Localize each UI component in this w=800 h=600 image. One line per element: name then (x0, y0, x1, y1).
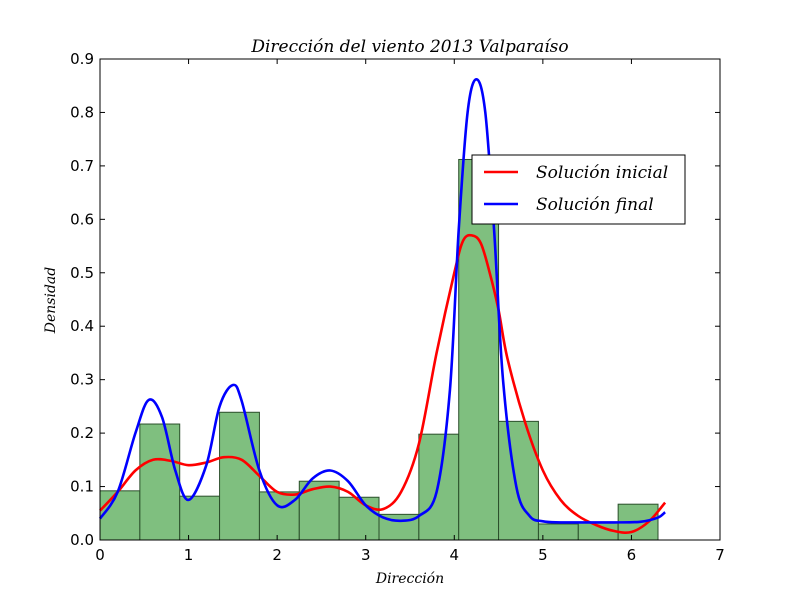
y-tick-label-7: 0.7 (70, 157, 94, 175)
y-tick-label-5: 0.5 (70, 264, 94, 282)
histogram-bar-3 (219, 411, 260, 541)
histogram-bar-10 (498, 420, 539, 541)
histogram-bars (99, 158, 659, 541)
chart-title: Dirección del viento 2013 Valparaíso (250, 37, 568, 57)
histogram-bar-1 (139, 423, 181, 541)
y-tick-label-9: 0.9 (70, 50, 94, 68)
plot-area: 0 1 2 3 4 5 6 7 0.0 0.1 0.2 0.3 0.4 0.5 0.6 0.7 0.8 0.9 (70, 50, 725, 564)
y-tick-label-4: 0.4 (70, 317, 94, 335)
x-tick-label-5: 5 (538, 546, 548, 564)
x-tick-label-0: 0 (95, 546, 105, 564)
x-tick-label-6: 6 (627, 546, 637, 564)
x-tick-label-1: 1 (184, 546, 194, 564)
histogram-bar-4 (258, 491, 300, 541)
legend-label-0: Solución inicial (536, 163, 668, 183)
y-tick-label-3: 0.3 (70, 371, 94, 389)
histogram-bar-2 (179, 495, 221, 541)
histogram-bar-11 (537, 523, 579, 541)
axis-ticks: 0 1 2 3 4 5 6 7 0.0 0.1 0.2 0.3 0.4 0.5 0.6 0.7 0.8 0.9 (70, 50, 725, 564)
axes-frame (99, 58, 721, 541)
legend-label-1: Solución final (536, 195, 654, 215)
legend: Solución inicial Solución final (471, 154, 686, 225)
series-line-1 (98, 78, 666, 524)
x-axis-label: Dirección (375, 571, 444, 587)
density-curves (98, 78, 667, 534)
x-tick-label-4: 4 (450, 546, 460, 564)
y-axis-label: Densidad (43, 267, 59, 334)
histogram-bar-0 (99, 490, 141, 541)
y-tick-label-2: 0.2 (70, 424, 94, 442)
x-tick-label-7: 7 (715, 546, 725, 564)
histogram-bar-5 (298, 480, 340, 541)
histogram-bar-6 (338, 496, 380, 541)
legend-box (471, 154, 686, 225)
y-tick-label-0: 0.0 (70, 531, 94, 549)
x-tick-label-2: 2 (272, 546, 282, 564)
y-tick-label-1: 0.1 (70, 478, 94, 496)
y-tick-label-6: 0.6 (70, 210, 94, 228)
y-tick-label-8: 0.8 (70, 103, 94, 121)
x-tick-label-3: 3 (361, 546, 371, 564)
